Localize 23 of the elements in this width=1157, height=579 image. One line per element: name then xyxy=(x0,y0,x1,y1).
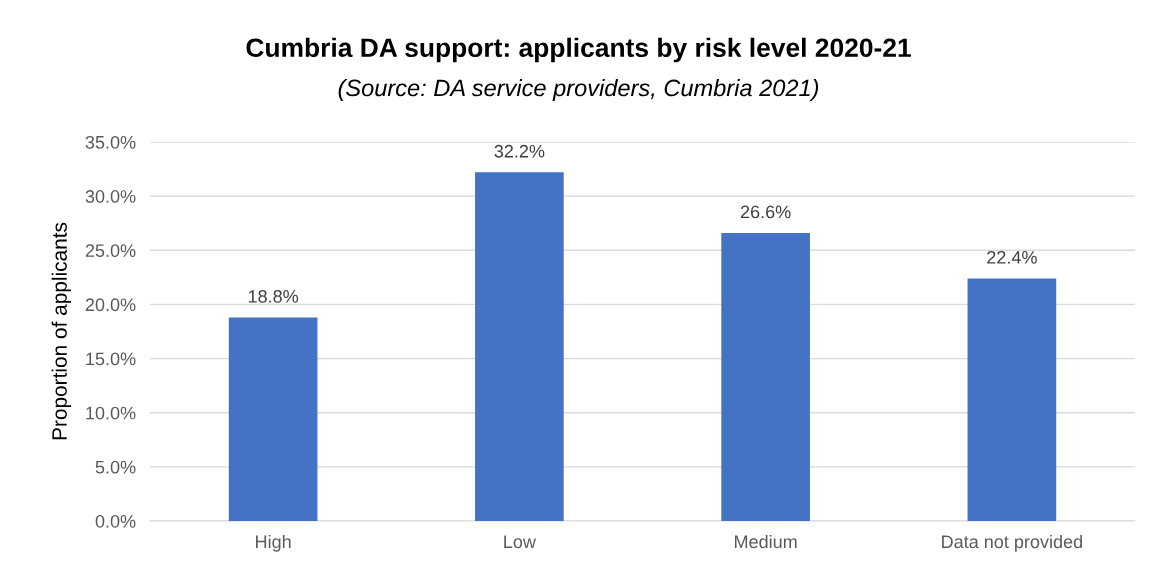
y-tick-label: 25.0% xyxy=(85,244,136,258)
data-label: 32.2% xyxy=(494,144,545,158)
y-tick-label: 20.0% xyxy=(85,298,136,312)
bar xyxy=(721,232,810,521)
y-tick-label: 0.0% xyxy=(95,514,136,528)
data-label: 22.4% xyxy=(987,250,1037,264)
y-tick-label: 30.0% xyxy=(85,190,136,203)
y-tick-label: 10.0% xyxy=(86,406,136,420)
y-tick-label: 15.0% xyxy=(86,352,136,366)
y-tick-label: 5.0% xyxy=(95,460,136,474)
x-tick-label: High xyxy=(256,534,291,552)
y-tick-label: 35.0% xyxy=(85,135,136,149)
x-tick-label: Medium xyxy=(735,534,797,549)
chart-subtitle: (Source: DA service providers, Cumbria 2021) xyxy=(338,79,819,101)
bar xyxy=(475,172,564,521)
bar xyxy=(967,278,1057,521)
data-label: 26.6% xyxy=(740,205,791,219)
x-tick-label: Data not provided xyxy=(942,534,1082,552)
x-tick-label: Low xyxy=(504,535,536,549)
y-axis-title: Proportion of applicants xyxy=(51,222,72,440)
chart-title: Cumbria DA support: applicants by risk level 2020-21 xyxy=(246,37,911,63)
data-label: 18.8% xyxy=(248,289,299,303)
bar xyxy=(228,317,318,521)
